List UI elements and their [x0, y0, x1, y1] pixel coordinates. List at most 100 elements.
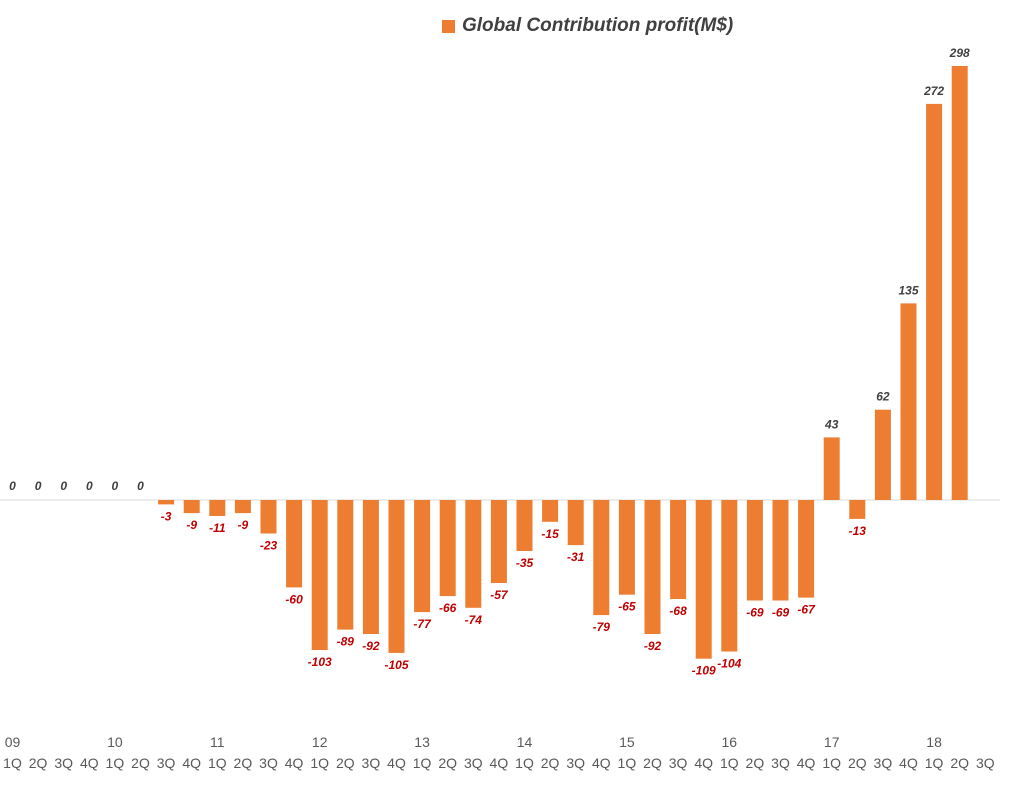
data-label: -23 [260, 539, 278, 553]
data-label: 0 [60, 479, 67, 493]
bar-15-2Q [644, 500, 661, 634]
year-tick-label: 17 [824, 734, 840, 750]
bar-17-4Q [900, 303, 917, 500]
bar-14-4Q [593, 500, 610, 616]
quarter-tick-label: 1Q [310, 755, 329, 771]
quarter-tick-label: 1Q [413, 755, 432, 771]
bar-18-2Q [951, 66, 968, 500]
legend-swatch [442, 19, 455, 33]
bar-13-4Q [490, 500, 507, 583]
year-tick-label: 14 [517, 734, 533, 750]
legend-label: Global Contribution profit(M$) [462, 15, 734, 36]
bar-10-3Q [158, 500, 175, 505]
data-label: -104 [717, 657, 741, 671]
data-label: -66 [439, 601, 457, 615]
data-label: -9 [238, 518, 249, 532]
data-label: 135 [898, 283, 918, 297]
year-tick-label: 10 [107, 734, 123, 750]
quarter-tick-label: 4Q [285, 755, 304, 771]
quarter-tick-label: 2Q [234, 755, 253, 771]
bar-13-2Q [439, 500, 456, 597]
data-label: 0 [9, 479, 16, 493]
data-label: -15 [541, 527, 559, 541]
data-label: -92 [362, 639, 380, 653]
year-tick-label: 15 [619, 734, 635, 750]
quarter-tick-label: 4Q [387, 755, 406, 771]
data-label: 0 [86, 479, 93, 493]
bar-15-4Q [695, 500, 712, 659]
data-label: 298 [949, 46, 970, 60]
quarter-tick-label: 2Q [131, 755, 150, 771]
data-label: 0 [137, 479, 144, 493]
quarter-tick-label: 1Q [208, 755, 227, 771]
bar-17-2Q [849, 500, 866, 519]
data-label: -79 [593, 620, 611, 634]
bar-12-4Q [388, 500, 405, 653]
year-tick-label: 16 [722, 734, 738, 750]
data-label: -60 [285, 592, 303, 606]
quarter-tick-label: 1Q [618, 755, 637, 771]
data-label: -9 [186, 518, 197, 532]
data-labels-group: 0 0 0 0 0 0 -3 -9 -11 -9 -23 -60 -103 -89 -92 -105 -77 -6… [9, 46, 970, 678]
bar-11-4Q [286, 500, 303, 588]
data-label: -74 [465, 613, 483, 627]
data-label: 43 [824, 417, 839, 431]
bar-17-1Q [823, 437, 840, 500]
bar-16-1Q [721, 500, 738, 652]
data-label: -57 [490, 588, 509, 602]
data-label: -69 [772, 606, 790, 620]
bars-group [158, 66, 968, 659]
data-label: 0 [35, 479, 42, 493]
data-label: -69 [746, 606, 764, 620]
bar-12-3Q [362, 500, 379, 634]
legend: Global Contribution profit(M$) [442, 13, 733, 39]
bar-18-1Q [926, 103, 943, 501]
quarter-tick-label: 1Q [3, 755, 22, 771]
bar-16-2Q [746, 500, 763, 601]
quarter-tick-label: 1Q [822, 755, 841, 771]
bar-10-4Q [183, 500, 200, 514]
quarter-tick-label: 1Q [720, 755, 739, 771]
data-label: -92 [644, 639, 662, 653]
quarter-tick-label: 3Q [464, 755, 483, 771]
quarter-tick-label: 3Q [874, 755, 893, 771]
data-label: -68 [669, 604, 687, 618]
data-label: -89 [337, 635, 355, 649]
data-label: 62 [876, 390, 890, 404]
data-label: -3 [161, 509, 172, 523]
quarter-tick-label: 3Q [669, 755, 688, 771]
bar-15-3Q [670, 500, 687, 599]
quarter-tick-label: 3Q [362, 755, 381, 771]
quarter-tick-label: 2Q [29, 755, 48, 771]
bar-12-1Q [311, 500, 328, 650]
quarter-tick-label: 2Q [336, 755, 355, 771]
bar-12-2Q [337, 500, 354, 630]
bar-14-3Q [567, 500, 584, 546]
quarter-tick-label: 1Q [925, 755, 944, 771]
bar-13-3Q [465, 500, 482, 608]
data-label: -109 [692, 664, 716, 678]
quarter-tick-label: 3Q [771, 755, 790, 771]
quarter-tick-label: 1Q [106, 755, 125, 771]
quarter-axis-labels: 1Q 2Q 3Q 4Q 1Q 2Q 3Q 4Q 1Q 2Q 3Q 4Q 1Q 2Q 3Q 4Q 1Q 2Q 3Q 4Q… [3, 755, 995, 771]
quarter-tick-label: 3Q [259, 755, 278, 771]
year-tick-label: 09 [5, 734, 21, 750]
bar-16-3Q [772, 500, 789, 601]
year-axis-labels: 09 10 11 12 13 14 15 16 17 18 [5, 734, 942, 750]
data-label: -65 [618, 600, 636, 614]
bar-11-1Q [209, 500, 226, 516]
data-label: -67 [797, 603, 816, 617]
quarter-tick-label: 3Q [157, 755, 176, 771]
quarter-tick-label: 2Q [848, 755, 867, 771]
bar-11-2Q [234, 500, 251, 514]
quarter-tick-label: 2Q [746, 755, 765, 771]
data-label: -31 [567, 550, 585, 564]
bar-14-1Q [516, 500, 533, 551]
bar-14-2Q [542, 500, 559, 522]
quarter-tick-label: 4Q [899, 755, 918, 771]
year-tick-label: 11 [210, 734, 225, 750]
data-label: 272 [923, 84, 944, 98]
data-label: -11 [209, 521, 226, 535]
quarter-tick-label: 3Q [566, 755, 585, 771]
